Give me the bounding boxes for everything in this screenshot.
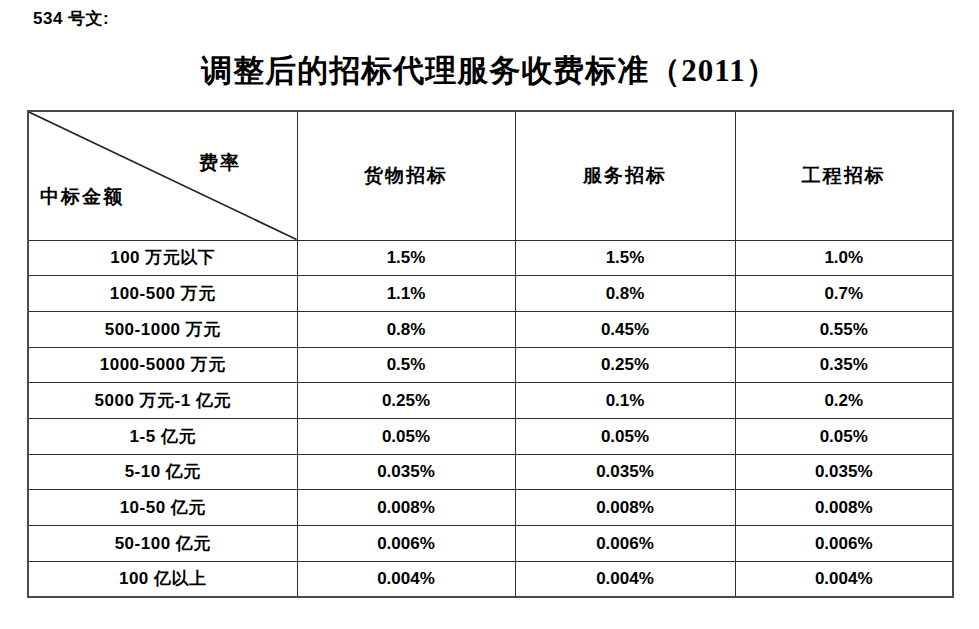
rate-cell: 0.05% — [297, 418, 515, 454]
row-label: 5000 万元-1 亿元 — [28, 383, 297, 419]
column-header-goods: 货物招标 — [297, 111, 515, 240]
row-label: 10-50 亿元 — [28, 490, 297, 526]
rate-cell: 0.7% — [735, 276, 953, 312]
rate-cell: 0.8% — [297, 311, 515, 347]
rate-cell: 0.006% — [297, 526, 515, 562]
diagonal-divider-line — [29, 112, 297, 240]
corner-label-bid-amount: 中标金额 — [40, 184, 124, 210]
corner-header-cell: 费率 中标金额 — [28, 111, 297, 240]
rate-cell: 0.25% — [297, 383, 515, 419]
row-label: 500-1000 万元 — [28, 311, 297, 347]
rate-cell: 1.5% — [515, 240, 735, 276]
rate-cell: 0.008% — [297, 490, 515, 526]
rate-cell: 0.05% — [515, 418, 735, 454]
rate-cell: 0.006% — [735, 526, 953, 562]
row-label: 50-100 亿元 — [28, 526, 297, 562]
rate-cell: 0.008% — [735, 490, 953, 526]
table-row: 1000-5000 万元 0.5% 0.25% 0.35% — [28, 347, 953, 383]
row-label: 1000-5000 万元 — [28, 347, 297, 383]
table-row: 10-50 亿元 0.008% 0.008% 0.008% — [28, 490, 953, 526]
page-title: 调整后的招标代理服务收费标准（2011） — [0, 50, 979, 92]
rate-cell: 0.2% — [735, 383, 953, 419]
table-row: 100 万元以下 1.5% 1.5% 1.0% — [28, 240, 953, 276]
rate-cell: 0.05% — [735, 418, 953, 454]
rate-cell: 1.1% — [297, 276, 515, 312]
table-row: 500-1000 万元 0.8% 0.45% 0.55% — [28, 311, 953, 347]
rate-cell: 0.35% — [735, 347, 953, 383]
rate-cell: 0.55% — [735, 311, 953, 347]
rate-cell: 1.0% — [735, 240, 953, 276]
header-row: 费率 中标金额 货物招标 服务招标 工程招标 — [28, 111, 953, 240]
document-page: { "page": { "doc_label": "534 号文:", "tit… — [0, 0, 979, 629]
column-header-services: 服务招标 — [515, 111, 735, 240]
table-row: 5-10 亿元 0.035% 0.035% 0.035% — [28, 454, 953, 490]
table-row: 50-100 亿元 0.006% 0.006% 0.006% — [28, 526, 953, 562]
rate-cell: 0.006% — [515, 526, 735, 562]
table-body: 100 万元以下 1.5% 1.5% 1.0% 100-500 万元 1.1% … — [28, 240, 953, 597]
row-label: 100 万元以下 — [28, 240, 297, 276]
row-label: 100 亿以上 — [28, 561, 297, 597]
row-label: 5-10 亿元 — [28, 454, 297, 490]
rate-cell: 0.004% — [297, 561, 515, 597]
rate-cell: 0.004% — [515, 561, 735, 597]
rate-cell: 0.035% — [735, 454, 953, 490]
table-row: 100 亿以上 0.004% 0.004% 0.004% — [28, 561, 953, 597]
corner-label-rate: 费率 — [199, 150, 241, 176]
rate-cell: 0.8% — [515, 276, 735, 312]
rate-cell: 0.1% — [515, 383, 735, 419]
row-label: 100-500 万元 — [28, 276, 297, 312]
rate-cell: 0.5% — [297, 347, 515, 383]
rate-cell: 0.035% — [297, 454, 515, 490]
rate-cell: 0.25% — [515, 347, 735, 383]
column-header-engineering: 工程招标 — [735, 111, 953, 240]
rate-cell: 0.45% — [515, 311, 735, 347]
rate-cell: 1.5% — [297, 240, 515, 276]
rate-cell: 0.035% — [515, 454, 735, 490]
fee-standard-table: 费率 中标金额 货物招标 服务招标 工程招标 100 万元以下 1.5% 1.5… — [27, 110, 954, 598]
table-row: 5000 万元-1 亿元 0.25% 0.1% 0.2% — [28, 383, 953, 419]
row-label: 1-5 亿元 — [28, 418, 297, 454]
doc-number-label: 534 号文: — [33, 7, 109, 30]
table-row: 1-5 亿元 0.05% 0.05% 0.05% — [28, 418, 953, 454]
table-header: 费率 中标金额 货物招标 服务招标 工程招标 — [28, 111, 953, 240]
rate-cell: 0.008% — [515, 490, 735, 526]
rate-cell: 0.004% — [735, 561, 953, 597]
table-row: 100-500 万元 1.1% 0.8% 0.7% — [28, 276, 953, 312]
